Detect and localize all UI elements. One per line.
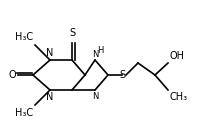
Text: OH: OH <box>170 51 185 61</box>
Text: S: S <box>69 28 75 38</box>
Text: N: N <box>92 92 98 101</box>
Text: N: N <box>46 48 54 58</box>
Text: N: N <box>46 92 54 102</box>
Text: H₃C: H₃C <box>15 108 33 118</box>
Text: N: N <box>92 50 98 59</box>
Text: S: S <box>119 70 125 80</box>
Text: H₃C: H₃C <box>15 32 33 42</box>
Text: CH₃: CH₃ <box>170 92 188 102</box>
Text: H: H <box>97 46 103 55</box>
Text: O: O <box>8 70 16 80</box>
